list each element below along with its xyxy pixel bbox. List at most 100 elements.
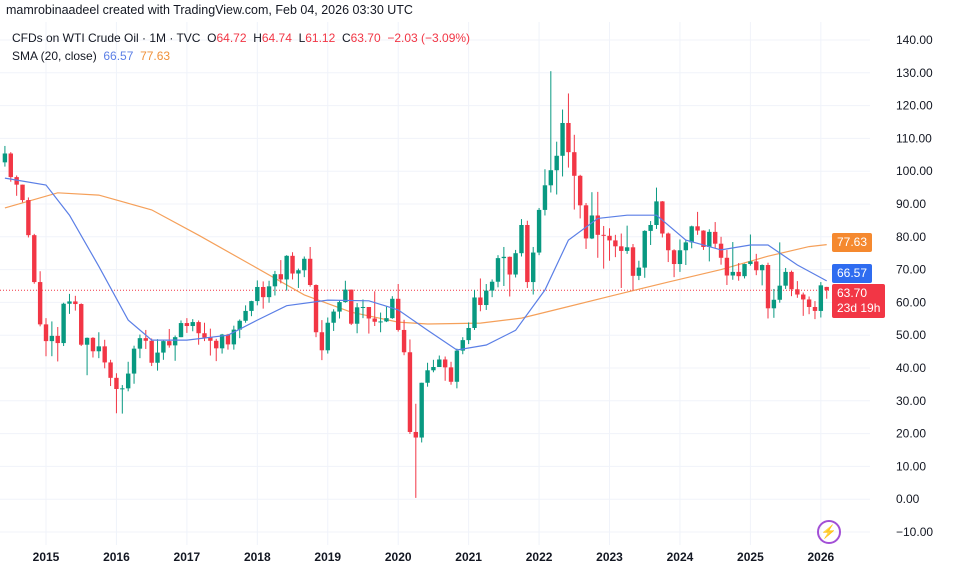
candle-body — [26, 200, 31, 236]
candle-body — [49, 335, 55, 342]
sma-price-tag: 66.57 — [832, 264, 873, 283]
candle-body — [818, 285, 824, 311]
candle — [425, 362, 430, 387]
candle — [337, 300, 342, 319]
price-tick-label: 20.00 — [896, 427, 926, 441]
price-tick-label: 70.00 — [896, 263, 926, 277]
candle — [671, 249, 677, 278]
candle-body — [202, 333, 207, 338]
candle — [67, 293, 72, 314]
candle-body — [619, 246, 624, 251]
candle-body — [765, 265, 771, 309]
candle — [460, 337, 465, 355]
year-tick-label: 2021 — [455, 550, 482, 564]
candle — [260, 281, 266, 309]
candle-body — [472, 297, 477, 328]
candle-body — [495, 258, 501, 282]
candle-body — [795, 289, 800, 295]
candle — [613, 234, 618, 258]
candle-body — [178, 323, 184, 338]
price-tick-label: 0.00 — [896, 492, 920, 506]
candle — [343, 280, 348, 303]
candle-body — [290, 255, 295, 274]
year-tick-label: 2019 — [314, 550, 341, 564]
candle — [14, 175, 19, 196]
candle — [313, 284, 319, 338]
candle-body — [525, 224, 530, 283]
candle-body — [284, 255, 289, 280]
candle — [701, 230, 706, 250]
candle-body — [660, 201, 665, 234]
candle-body — [337, 302, 342, 312]
candle — [172, 335, 178, 361]
candle-body — [43, 324, 49, 342]
sma20-line — [4, 177, 827, 351]
year-tick-label: 2017 — [174, 550, 201, 564]
candle — [243, 305, 248, 323]
price-tick-label: 110.00 — [896, 131, 932, 145]
candle-body — [161, 341, 166, 353]
candle — [266, 280, 272, 303]
candle-body — [754, 261, 759, 271]
candle-body — [742, 264, 747, 277]
candle — [806, 296, 812, 315]
indicator-legend[interactable]: SMA (20, close) 66.57 77.63 — [12, 47, 470, 65]
candle-body — [560, 122, 565, 156]
year-tick-label: 2026 — [807, 550, 834, 564]
candle-body — [296, 270, 301, 274]
lightning-bolt-icon[interactable]: ⚡ — [817, 520, 841, 544]
price-tick-label: 100.00 — [896, 164, 933, 178]
candle — [519, 219, 524, 257]
candle — [654, 187, 659, 229]
candle-body — [307, 258, 313, 286]
candle-body — [695, 226, 700, 231]
candle-body — [636, 267, 642, 276]
open-value: 64.72 — [216, 31, 247, 45]
candle — [771, 288, 777, 318]
candle-body — [79, 304, 84, 345]
candle — [278, 260, 283, 284]
candle-body — [366, 306, 372, 319]
candle — [296, 268, 301, 288]
candle-body — [542, 185, 548, 210]
candle — [26, 197, 31, 238]
candle — [677, 239, 683, 272]
last-price-tag: 63.70 23d 19h — [832, 284, 886, 318]
candle — [419, 382, 424, 443]
candle — [284, 255, 289, 291]
candle-body — [14, 177, 19, 185]
candle — [724, 249, 730, 286]
candle — [413, 403, 419, 498]
candle-body — [671, 250, 677, 265]
candle — [184, 318, 190, 333]
candle-body — [8, 153, 13, 178]
candle-body — [37, 282, 43, 325]
candle-body — [331, 311, 336, 323]
candle-body — [272, 274, 278, 287]
candle — [683, 239, 689, 266]
candle-body — [67, 301, 72, 304]
candle-body — [378, 321, 383, 323]
candle-body — [577, 175, 583, 206]
candle-body — [771, 299, 777, 309]
candle-body — [354, 307, 360, 324]
candle — [437, 355, 442, 368]
candle — [149, 338, 154, 367]
candle-body — [777, 285, 782, 300]
candle — [55, 327, 60, 362]
low-value: 61.12 — [305, 31, 336, 45]
candle — [742, 263, 747, 279]
candle-body — [437, 359, 442, 368]
indicator-name: SMA (20, close) — [12, 49, 97, 63]
candle — [566, 93, 571, 168]
candle-body — [32, 235, 37, 283]
candle-body — [554, 155, 559, 171]
symbol-legend[interactable]: CFDs on WTI Crude Oil · 1M · TVC O64.72 … — [12, 29, 470, 47]
candle — [61, 302, 66, 347]
candle-body — [219, 334, 225, 349]
candle — [542, 169, 548, 216]
candle — [407, 339, 413, 434]
attribution: mamrobinaadeel created with TradingView.… — [6, 3, 413, 17]
candle — [783, 267, 788, 289]
